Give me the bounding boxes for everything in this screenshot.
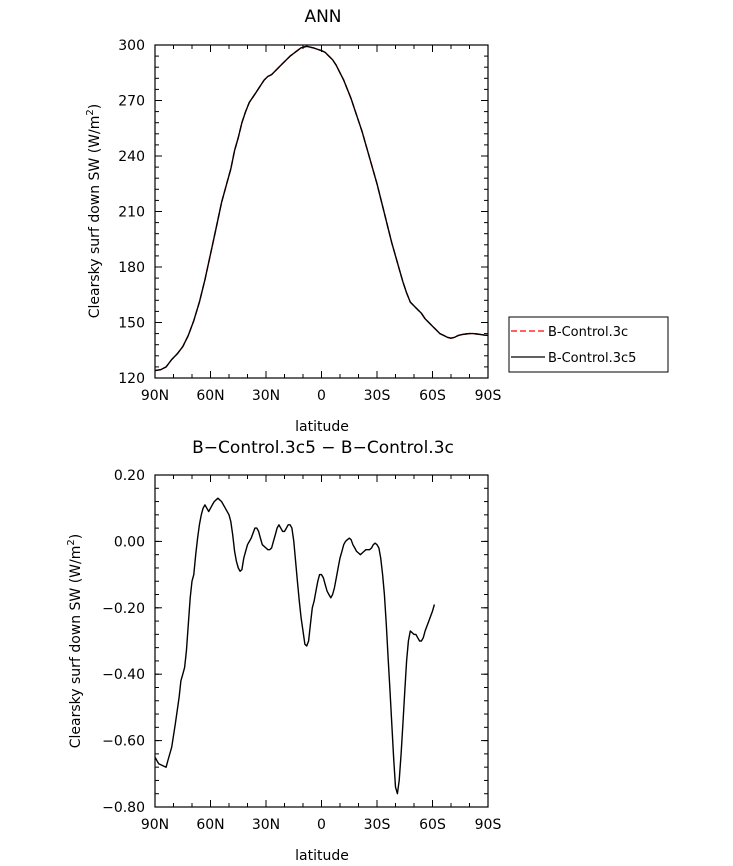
series-line (154, 45, 489, 372)
y-axis-label: Clearsky surf down SW (W/m2) (66, 534, 84, 748)
y-tick-label: 0.20 (114, 468, 145, 484)
y-tick-labels: 120 150 180 210 240 270 300 (118, 38, 145, 387)
legend-label-series-2: B-Control.3c5 (548, 351, 636, 366)
legend-box (508, 316, 669, 373)
x-tick-labels: 90N 60N 30N 0 30S 60S 90S (141, 817, 502, 833)
x-tick-label: 90S (475, 817, 502, 833)
x-axis-label: latitude (295, 419, 349, 435)
tick-marks (154, 474, 489, 808)
y-axis-label-superscript: 2 (66, 539, 77, 545)
plot-frame (154, 44, 489, 379)
plot-frame (154, 474, 489, 808)
x-tick-label: 60S (419, 817, 446, 833)
y-tick-label: 0.00 (114, 534, 145, 550)
x-tick-label: 90N (141, 388, 169, 404)
y-tick-label: 270 (118, 94, 145, 110)
legend-label-series-1: B-Control.3c (548, 325, 628, 340)
y-tick-label: 150 (118, 316, 145, 332)
series-line (154, 497, 436, 795)
x-tick-label: 90N (141, 817, 169, 833)
y-tick-label: −0.20 (102, 601, 145, 617)
y-tick-label: 240 (118, 149, 145, 165)
series-line (154, 45, 489, 372)
x-tick-labels: 90N 60N 30N 0 30S 60S 90S (141, 388, 502, 404)
x-tick-label: 30S (364, 388, 391, 404)
y-tick-label: 180 (118, 260, 145, 276)
tick-marks (154, 44, 489, 379)
x-tick-label: 0 (317, 388, 326, 404)
series-lines (154, 45, 489, 372)
series-lines (154, 497, 436, 795)
x-tick-label: 60S (419, 388, 446, 404)
y-tick-label: 120 (118, 371, 145, 387)
y-axis-label-text: Clearsky surf down SW (W/m (87, 116, 103, 319)
y-axis-label-close: ) (68, 534, 84, 539)
y-axis-label-text: Clearsky surf down SW (W/m (68, 546, 84, 749)
y-tick-label: −0.80 (102, 800, 145, 816)
y-tick-label: −0.40 (102, 667, 145, 683)
x-tick-label: 60N (196, 817, 224, 833)
x-tick-label: 30N (252, 388, 280, 404)
legend: B-Control.3c B-Control.3c5 (508, 316, 669, 373)
y-axis-label-superscript: 2 (85, 109, 96, 115)
y-tick-labels: −0.80 −0.60 −0.40 −0.20 0.00 0.20 (102, 468, 145, 816)
x-tick-label: 90S (475, 388, 502, 404)
x-tick-label: 30N (252, 817, 280, 833)
y-tick-label: 210 (118, 205, 145, 221)
x-axis-label: latitude (295, 848, 349, 864)
y-axis-label-close: ) (87, 104, 103, 109)
y-axis-label: Clearsky surf down SW (W/m2) (85, 104, 103, 318)
y-tick-label: −0.60 (102, 734, 145, 750)
x-tick-label: 0 (317, 817, 326, 833)
chart-difference: B−Control.3c5 − B−Control.3c −0.80−0.60−… (66, 438, 501, 864)
x-tick-label: 30S (364, 817, 391, 833)
x-tick-label: 60N (196, 388, 224, 404)
y-tick-label: 300 (118, 38, 145, 54)
chart-title: B−Control.3c5 − B−Control.3c (192, 438, 454, 458)
chart-title: ANN (304, 7, 341, 27)
chart-annual-mean: ANN 120 150 180 210 240 270 300 90N 60N 30N 0 30S 6… (85, 7, 501, 435)
